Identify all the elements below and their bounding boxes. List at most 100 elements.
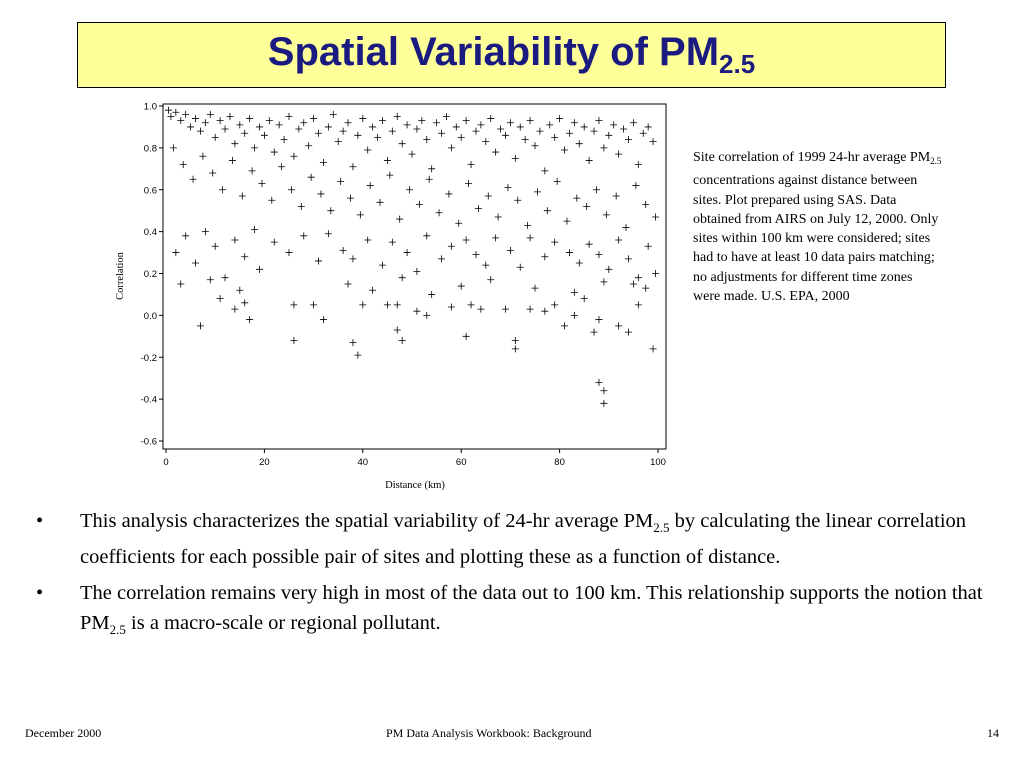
data-point xyxy=(433,119,441,127)
data-point xyxy=(600,144,608,152)
data-point xyxy=(359,301,367,309)
data-point xyxy=(290,152,298,160)
data-point xyxy=(201,228,209,236)
data-point xyxy=(238,192,246,200)
footer-date: December 2000 xyxy=(25,726,102,740)
data-point xyxy=(551,301,559,309)
data-point xyxy=(497,125,505,133)
data-point xyxy=(595,251,603,259)
bullet-item-2: • The correlation remains very high in m… xyxy=(36,579,986,644)
data-point xyxy=(467,161,475,169)
data-point xyxy=(467,301,475,309)
data-point xyxy=(354,351,362,359)
data-point xyxy=(383,156,391,164)
data-point xyxy=(364,146,372,154)
y-tick-label: -0.6 xyxy=(141,437,157,448)
data-point xyxy=(393,301,401,309)
data-point xyxy=(415,200,423,208)
data-point xyxy=(531,142,539,150)
data-point xyxy=(315,129,323,137)
data-point xyxy=(255,123,263,131)
bullet-text-after: by calculating the linear correlation co… xyxy=(80,510,967,568)
data-point xyxy=(344,280,352,288)
bullet-text-before: The correlation remains very high in mos… xyxy=(80,582,983,634)
data-point xyxy=(425,175,433,183)
data-point xyxy=(347,194,354,202)
data-point xyxy=(231,305,239,313)
data-point xyxy=(474,205,482,213)
data-point xyxy=(477,121,485,129)
data-point xyxy=(359,115,367,123)
data-point xyxy=(201,119,209,127)
data-point xyxy=(307,173,315,181)
data-point xyxy=(526,117,534,125)
data-point xyxy=(241,299,249,307)
data-point xyxy=(553,177,561,185)
data-point xyxy=(349,339,357,347)
data-point xyxy=(241,253,249,261)
slide-title-subscript: 2.5 xyxy=(719,49,756,79)
data-point xyxy=(251,144,259,152)
bullet-text-before: This analysis characterizes the spatial … xyxy=(80,510,654,532)
data-point xyxy=(457,282,465,290)
data-point xyxy=(408,150,416,158)
data-point xyxy=(516,123,524,131)
bullet-text: This analysis characterizes the spatial … xyxy=(80,507,986,572)
data-point xyxy=(310,301,318,309)
data-point xyxy=(226,112,234,120)
data-point xyxy=(268,196,276,204)
data-point xyxy=(246,115,254,123)
data-point xyxy=(305,142,313,150)
data-point xyxy=(556,115,564,123)
data-point xyxy=(644,123,652,131)
data-point xyxy=(327,207,335,215)
data-point xyxy=(280,136,288,143)
data-point xyxy=(231,236,239,244)
data-point xyxy=(241,129,249,137)
data-point xyxy=(447,242,455,250)
data-point xyxy=(369,286,377,294)
data-point xyxy=(561,146,569,154)
data-point xyxy=(435,209,443,217)
data-point xyxy=(595,378,603,386)
data-point xyxy=(652,270,660,277)
data-point xyxy=(583,203,591,210)
bullet-subscript: 2.5 xyxy=(109,621,126,637)
data-point xyxy=(251,226,259,234)
data-point xyxy=(570,119,578,127)
data-point xyxy=(319,316,327,324)
data-point xyxy=(196,322,204,330)
y-tick-label: -0.4 xyxy=(141,395,157,406)
data-point xyxy=(423,136,431,143)
data-point xyxy=(177,117,185,125)
bullet-text: The correlation remains very high in mos… xyxy=(80,579,986,644)
data-point xyxy=(573,194,581,202)
data-point xyxy=(228,156,236,164)
data-point xyxy=(615,150,623,158)
data-point xyxy=(216,295,224,303)
data-point xyxy=(492,234,500,242)
data-point xyxy=(275,121,283,129)
data-point xyxy=(602,211,610,219)
data-point xyxy=(378,117,386,125)
data-point xyxy=(398,337,406,344)
data-point xyxy=(590,127,598,135)
data-point xyxy=(418,117,426,125)
data-point xyxy=(516,263,524,271)
y-tick-label: 0.4 xyxy=(144,227,157,238)
data-point xyxy=(615,236,623,244)
data-point xyxy=(378,261,386,269)
data-point xyxy=(428,165,436,173)
data-point xyxy=(511,345,519,353)
data-point xyxy=(524,221,532,229)
data-point xyxy=(206,276,214,284)
data-point xyxy=(192,259,200,267)
y-tick-label: 0.2 xyxy=(144,269,157,280)
data-point xyxy=(413,307,421,315)
data-point xyxy=(388,238,396,246)
data-point xyxy=(164,106,172,114)
data-point xyxy=(644,242,652,250)
data-point xyxy=(177,280,185,288)
data-point xyxy=(324,123,332,131)
data-point xyxy=(624,328,632,336)
